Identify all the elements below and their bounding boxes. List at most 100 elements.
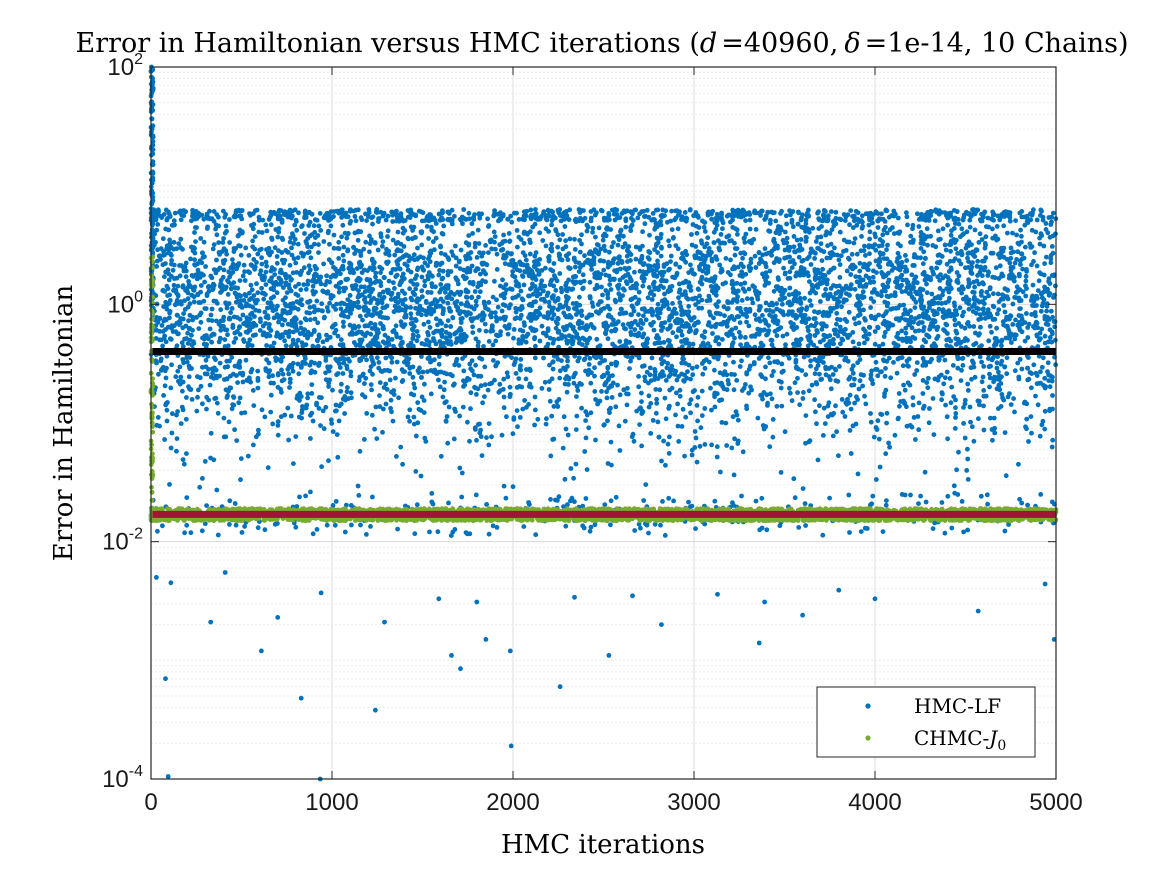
- hmc-lf-point: [563, 376, 568, 382]
- hmc-lf-point: [502, 261, 508, 266]
- hmc-lf-point: [568, 315, 574, 320]
- hmc-lf-point: [348, 218, 354, 224]
- hmc-lf-point: [942, 375, 948, 381]
- hmc-lf-point: [287, 385, 292, 390]
- hmc-lf-point: [436, 369, 441, 375]
- hmc-lf-point: [466, 241, 472, 247]
- hmc-lf-point: [518, 357, 524, 362]
- hmc-lf-point: [676, 295, 681, 301]
- hmc-lf-point: [155, 247, 161, 253]
- hmc-lf-point: [557, 207, 563, 212]
- hmc-lf-point: [345, 248, 350, 254]
- hmc-lf-point: [323, 377, 329, 383]
- hmc-lf-point: [1039, 233, 1045, 239]
- hmc-lf-point: [274, 254, 280, 259]
- hmc-lf-point: [903, 330, 909, 336]
- hmc-lf-point: [447, 308, 453, 314]
- hmc-lf-point: [159, 323, 165, 328]
- hmc-lf-point: [659, 244, 664, 250]
- hmc-lf-point: [1006, 213, 1012, 219]
- hmc-lf-point: [162, 274, 167, 280]
- hmc-lf-point: [431, 336, 436, 341]
- hmc-lf-point: [714, 454, 720, 460]
- hmc-lf-point: [539, 278, 545, 284]
- hmc-lf-point: [948, 248, 953, 254]
- hmc-lf-point: [308, 317, 313, 323]
- hmc-lf-point: [851, 240, 857, 246]
- hmc-lf-point: [739, 358, 744, 364]
- hmc-lf-point: [198, 383, 204, 389]
- hmc-lf-point: [953, 415, 958, 420]
- hmc-lf-point: [231, 402, 237, 408]
- hmc-lf-point: [605, 418, 610, 424]
- hmc-lf-point: [701, 224, 707, 230]
- hmc-lf-point: [427, 249, 433, 255]
- hmc-lf-point: [532, 328, 538, 334]
- hmc-lf-point: [870, 381, 876, 387]
- hmc-lf-point: [943, 300, 948, 306]
- hmc-lf-point: [500, 302, 506, 307]
- hmc-lf-point: [1044, 254, 1049, 260]
- hmc-lf-point: [345, 297, 351, 302]
- hmc-lf-point: [689, 452, 695, 458]
- hmc-lf-point: [1039, 290, 1045, 296]
- hmc-lf-point: [1013, 317, 1018, 323]
- hmc-lf-point: [175, 409, 181, 414]
- hmc-lf-point: [454, 356, 460, 362]
- hmc-lf-point: [248, 282, 254, 288]
- hmc-lf-point: [598, 299, 604, 304]
- hmc-lf-point: [1044, 308, 1049, 314]
- hmc-lf-point: [338, 271, 343, 277]
- hmc-lf-point: [668, 253, 674, 259]
- hmc-lf-point: [411, 414, 417, 420]
- hmc-lf-point: [321, 239, 327, 244]
- hmc-lf-point: [782, 287, 788, 293]
- hmc-lf-point: [872, 231, 878, 237]
- hmc-lf-point: [677, 281, 682, 287]
- hmc-lf-point: [204, 293, 210, 299]
- hmc-lf-point: [953, 411, 959, 416]
- hmc-lf-point: [857, 260, 863, 266]
- hmc-lf-point: [975, 273, 980, 278]
- hmc-lf-point: [366, 308, 371, 313]
- hmc-lf-point: [709, 442, 714, 448]
- hmc-lf-point: [1008, 331, 1014, 337]
- hmc-lf-point: [577, 238, 582, 243]
- hmc-lf-point: [341, 244, 347, 250]
- hmc-lf-point: [549, 222, 554, 228]
- hmc-lf-point: [1030, 282, 1036, 288]
- hmc-lf-point: [875, 225, 881, 230]
- hmc-lf-point: [987, 375, 993, 381]
- hmc-lf-point: [767, 360, 773, 366]
- hmc-lf-point: [197, 375, 203, 381]
- hmc-lf-point: [515, 424, 520, 430]
- hmc-lf-point: [537, 230, 543, 236]
- hmc-lf-point: [821, 405, 827, 411]
- hmc-lf-point: [461, 368, 467, 374]
- hmc-lf-point: [666, 267, 671, 273]
- hmc-lf-point: [466, 210, 472, 216]
- hmc-lf-point: [175, 331, 181, 337]
- hmc-lf-point: [798, 265, 804, 270]
- hmc-lf-point: [922, 469, 928, 475]
- hmc-lf-point: [873, 359, 879, 365]
- hmc-lf-point: [737, 320, 743, 325]
- hmc-lf-point: [368, 364, 374, 369]
- hmc-lf-point: [689, 242, 695, 248]
- hmc-lf-point: [419, 374, 424, 380]
- hmc-lf-point: [833, 209, 839, 215]
- hmc-lf-point: [845, 335, 851, 340]
- hmc-lf-point: [1018, 227, 1023, 233]
- hmc-lf-point: [734, 412, 740, 418]
- hmc-lf-point: [402, 307, 407, 313]
- hmc-lf-point: [703, 277, 709, 283]
- hmc-lf-point: [328, 209, 334, 215]
- hmc-lf-point: [646, 393, 652, 399]
- hmc-lf-point: [275, 419, 281, 424]
- hmc-lf-point: [280, 322, 285, 328]
- hmc-lf-point: [855, 360, 860, 366]
- hmc-lf-point: [970, 289, 976, 295]
- hmc-lf-point: [875, 418, 881, 424]
- hmc-lf-point: [984, 289, 990, 295]
- hmc-lf-point: [716, 238, 721, 244]
